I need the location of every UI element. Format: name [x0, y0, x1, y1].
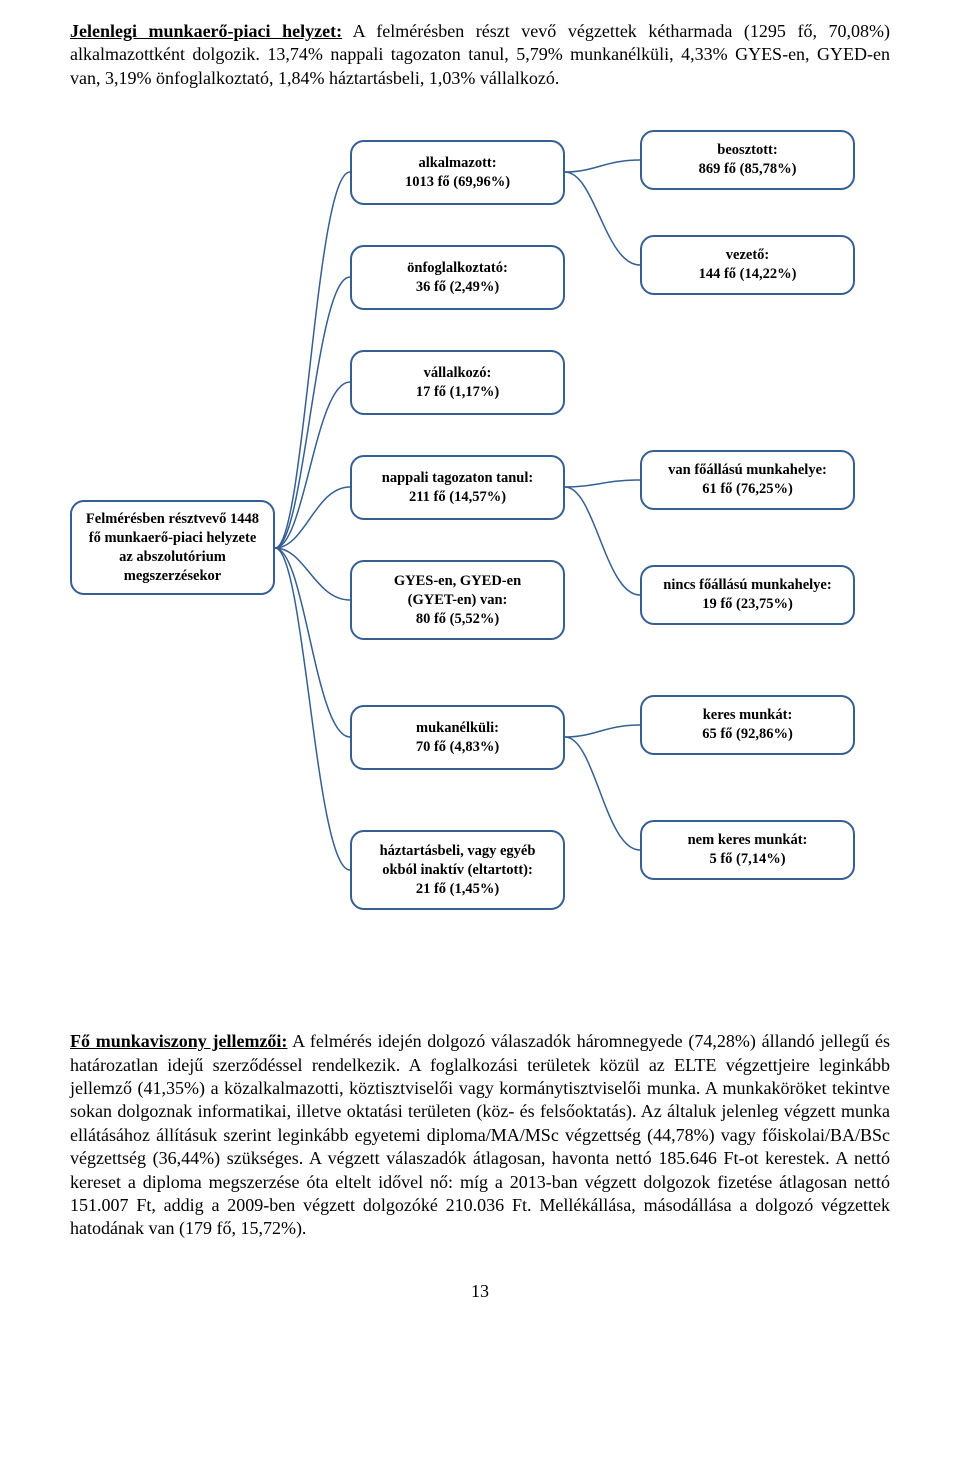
- right-node-keres: keres munkát:65 fő (92,86%): [640, 695, 855, 755]
- outro-paragraph: Fő munkaviszony jellemzői: A felmérés id…: [70, 1030, 890, 1241]
- mid-node-haztartasbeli: háztartásbeli, vagy egyébokból inaktív (…: [350, 830, 565, 910]
- mid-node-gyes: GYES-en, GYED-en(GYET-en) van:80 fő (5,5…: [350, 560, 565, 640]
- intro-heading: Jelenlegi munkaerő-piaci helyzet:: [70, 21, 342, 41]
- right-node-vanmh: van főállású munkahelye:61 fő (76,25%): [640, 450, 855, 510]
- right-node-beosztott: beosztott:869 fő (85,78%): [640, 130, 855, 190]
- mid-node-vallalkozo: vállalkozó:17 fő (1,17%): [350, 350, 565, 415]
- flow-diagram: Felmérésben résztvevő 1448fő munkaerő-pi…: [70, 130, 890, 1000]
- outro-body: A felmérés idején dolgozó válaszadók hár…: [70, 1031, 890, 1238]
- mid-node-alkalmazott: alkalmazott:1013 fő (69,96%): [350, 140, 565, 205]
- right-node-vezeto: vezető:144 fő (14,22%): [640, 235, 855, 295]
- outro-heading: Fő munkaviszony jellemzői:: [70, 1031, 287, 1051]
- intro-paragraph: Jelenlegi munkaerő-piaci helyzet: A felm…: [70, 20, 890, 90]
- right-node-nemkeres: nem keres munkát:5 fő (7,14%): [640, 820, 855, 880]
- page-number: 13: [70, 1281, 890, 1302]
- root-node: Felmérésben résztvevő 1448fő munkaerő-pi…: [70, 500, 275, 595]
- mid-node-munkanelkuli: mukanélküli:70 fő (4,83%): [350, 705, 565, 770]
- mid-node-onfoglalkoztato: önfoglalkoztató:36 fő (2,49%): [350, 245, 565, 310]
- right-node-nincsmh: nincs főállású munkahelye:19 fő (23,75%): [640, 565, 855, 625]
- mid-node-nappali: nappali tagozaton tanul:211 fő (14,57%): [350, 455, 565, 520]
